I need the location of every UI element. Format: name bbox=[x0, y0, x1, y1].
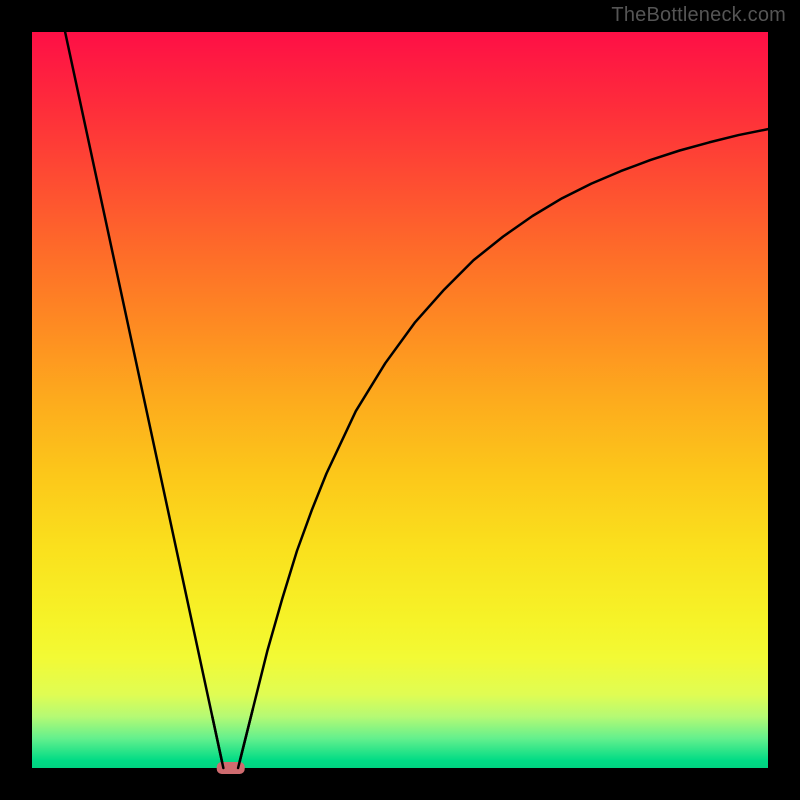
watermark-text: TheBottleneck.com bbox=[611, 4, 786, 27]
bottleneck-chart bbox=[0, 0, 800, 800]
chart-svg bbox=[0, 0, 800, 800]
